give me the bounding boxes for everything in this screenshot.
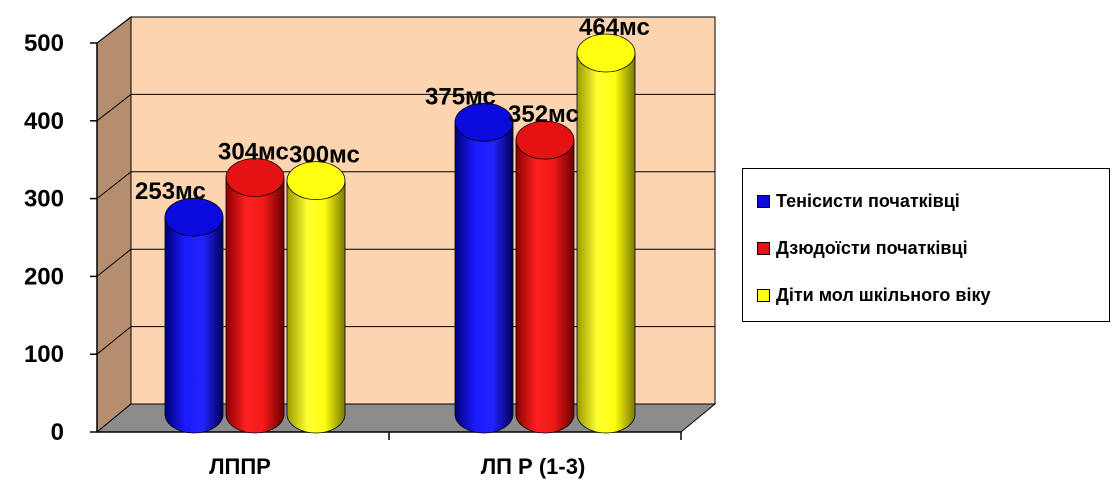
category-labels: ЛППР ЛП Р (1-3)	[209, 454, 585, 479]
y-tick-label: 500	[24, 30, 64, 57]
data-label: 304мс	[218, 138, 289, 165]
bar	[225, 158, 285, 434]
data-label: 300мс	[289, 142, 360, 169]
data-label: 253мс	[135, 178, 206, 205]
y-tick-label: 300	[24, 186, 64, 213]
legend-item-1: Дзюдоїсти початківці	[757, 236, 968, 260]
bar	[164, 197, 224, 434]
gridline-side	[96, 94, 132, 122]
legend-label-0: Тенісисти початківці	[776, 190, 960, 211]
bar	[286, 161, 346, 434]
legend-swatch-2	[757, 288, 770, 302]
y-tick-label: 0	[51, 419, 64, 446]
bar	[454, 102, 514, 434]
y-tick-label: 200	[24, 263, 64, 290]
category-label: ЛППР	[209, 454, 271, 479]
legend-item-2: Діти мол шкільного віку	[757, 283, 991, 307]
bars	[164, 33, 636, 434]
side-wall	[96, 15, 132, 434]
data-label: 464мс	[579, 14, 650, 41]
y-tick-label: 400	[24, 108, 64, 135]
data-label: 375мс	[425, 83, 496, 110]
legend-label-2: Діти мол шкільного віку	[776, 284, 991, 305]
gridline-side	[96, 326, 132, 355]
category-label: ЛП Р (1-3)	[481, 454, 586, 479]
legend-swatch-0	[757, 194, 770, 208]
legend-label-1: Дзюдоїсти початківці	[776, 237, 968, 258]
y-tick-label: 100	[24, 341, 64, 368]
bar	[515, 120, 575, 434]
legend-swatch-1	[757, 241, 770, 255]
data-label: 352мс	[508, 101, 579, 128]
legend: Тенісисти початківці Дзюдоїсти початківц…	[742, 168, 1110, 322]
bar	[576, 33, 636, 434]
y-axis-ticks: 0 100 200 300 400 500	[24, 30, 97, 446]
gridline-side	[96, 16, 132, 44]
gridline-side	[96, 171, 132, 199]
legend-item-0: Тенісисти початківці	[757, 189, 960, 213]
data-labels: 253мс 304мс 300мс 375мс 352мс 464мс	[135, 14, 650, 205]
gridline-side	[96, 248, 132, 277]
